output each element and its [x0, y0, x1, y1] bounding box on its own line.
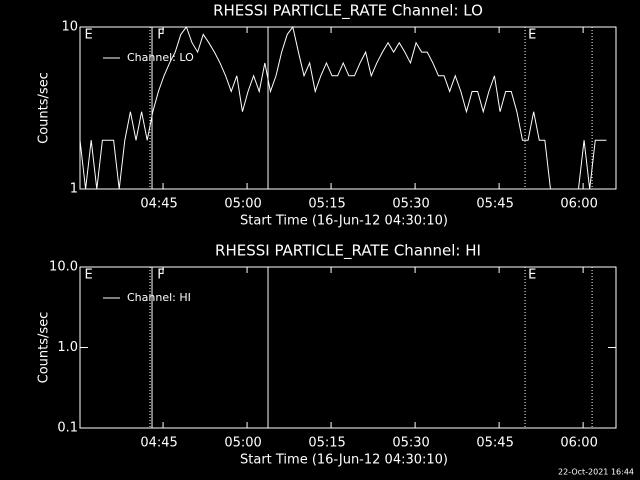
event-label: E: [84, 268, 92, 283]
data-line: [79, 25, 607, 190]
event-label: E: [84, 28, 92, 43]
x-axis-label: Start Time (16-Jun-12 04:30:10): [240, 214, 448, 229]
x-tick-label: 05:45: [476, 436, 513, 451]
y-tick-label: 10.0: [49, 260, 78, 275]
legend-label: Channel: LO: [127, 51, 194, 64]
footer: 22-Oct-2021 16:44: [558, 468, 634, 477]
x-tick-label: 05:15: [308, 436, 345, 451]
legend-label: Channel: HI: [127, 291, 191, 304]
chart-title: RHESSI PARTICLE_RATE Channel: HI: [215, 242, 481, 261]
x-tick-label: 06:00: [560, 436, 597, 451]
x-tick-label: 04:45: [140, 197, 177, 212]
y-tick-label: 10: [61, 20, 78, 35]
x-tick-label: 05:30: [392, 436, 429, 451]
chart-title: RHESSI PARTICLE_RATE Channel: LO: [213, 2, 483, 21]
event-label: F: [157, 268, 164, 283]
x-tick-label: 05:15: [308, 197, 345, 212]
event-label: E: [528, 28, 536, 43]
y-tick-label: 0.1: [57, 421, 78, 436]
x-tick-label: 05:45: [476, 197, 513, 212]
y-axis-label: Counts/sec: [37, 312, 52, 384]
event-label: F: [157, 28, 164, 43]
y-axis-label: Counts/sec: [37, 72, 52, 144]
x-tick-label: 05:30: [392, 197, 429, 212]
x-tick-label: 05:00: [224, 197, 261, 212]
plot-frame: [79, 26, 617, 190]
y-tick-label: 1: [70, 182, 78, 197]
y-tick-label: 1.0: [57, 340, 78, 355]
x-tick-label: 05:00: [224, 436, 261, 451]
event-label: E: [528, 268, 536, 283]
x-tick-label: 04:45: [140, 436, 177, 451]
x-axis-label: Start Time (16-Jun-12 04:30:10): [240, 453, 448, 468]
x-tick-label: 06:00: [560, 197, 597, 212]
